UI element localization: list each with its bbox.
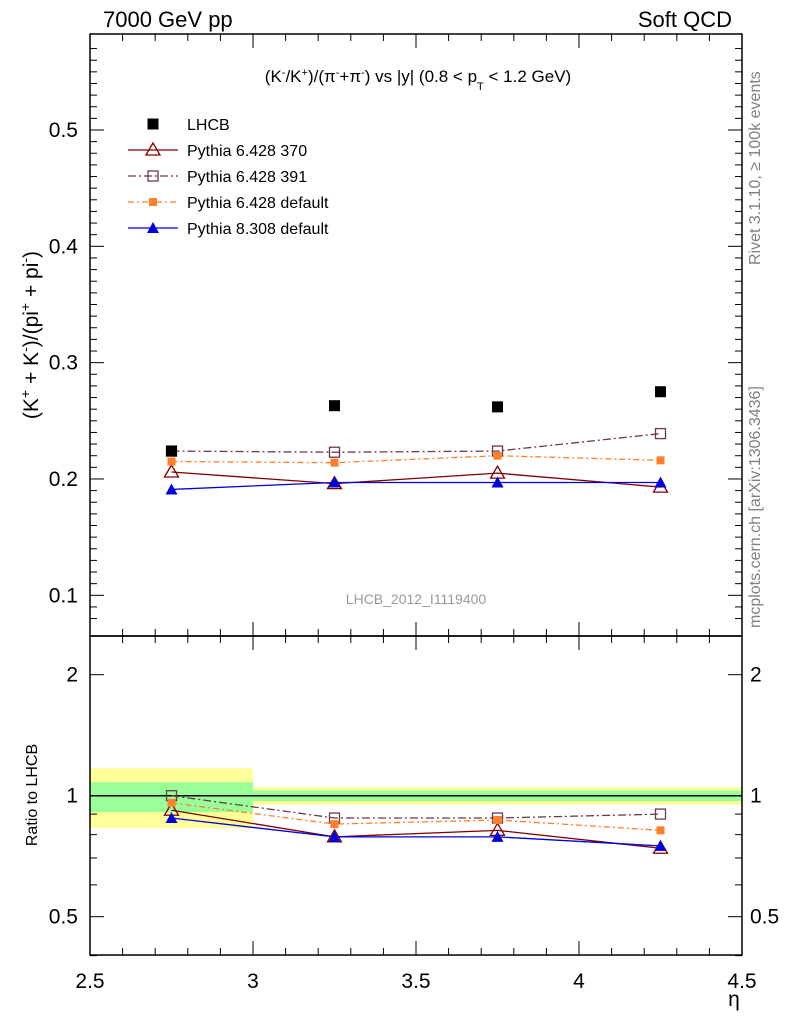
pythia-6-428-391-line xyxy=(171,432,661,453)
pythia-6-428-default-point xyxy=(167,798,176,807)
pythia-8-308-default-point xyxy=(491,830,504,842)
pythia-8-308-default-point xyxy=(165,483,178,495)
legend-label-pythia-6-428-default: Pythia 6.428 default xyxy=(187,195,329,212)
pythia-8-308-default-line xyxy=(171,481,661,491)
pythia-6-428-default-line xyxy=(171,455,661,464)
pythia-8-308-default-line xyxy=(171,817,661,847)
legend-label-pythia-6-428-370: Pythia 6.428 370 xyxy=(187,143,307,160)
x-tick-label: 4.5 xyxy=(727,970,756,993)
pythia-6-428-default-point xyxy=(330,458,339,467)
pythia-8-308-default-point xyxy=(328,830,341,842)
pythia-6-428-default-line xyxy=(171,802,661,831)
ratio-y-tick-label: 2 xyxy=(66,664,78,687)
pythia-8-308-default-point xyxy=(328,476,341,488)
pythia-6-428-default-point xyxy=(493,451,502,460)
x-tick-label: 2.5 xyxy=(75,970,104,993)
lhcb-point xyxy=(166,445,177,457)
main-y-tick-label: 0.4 xyxy=(49,235,79,258)
ratio-y-tick-label-right: 1 xyxy=(750,785,762,808)
analysis-label: LHCB_2012_I1119400 xyxy=(346,591,487,607)
legend-marker-pythia-6-428-default xyxy=(149,198,157,206)
pythia-8-308-default-point xyxy=(491,476,504,488)
main-y-tick-label: 0.2 xyxy=(49,468,78,491)
ratio-y-tick-label: 0.5 xyxy=(49,906,78,929)
ratio-y-tick-label-right: 2 xyxy=(750,664,762,687)
rivet-version-label: Rivet 3.1.10, ≥ 100k events xyxy=(747,71,764,265)
pythia-6-428-default-point xyxy=(656,456,665,465)
pythia-6-428-default-point xyxy=(656,826,665,835)
lhcb-point xyxy=(655,386,666,398)
pythia-6-428-370-point xyxy=(489,464,506,479)
x-tick-label: 3 xyxy=(247,970,259,993)
x-tick-label: 4 xyxy=(573,970,585,993)
ratio-plot: 2.5 3 3.5 4 4.5 0.5 0.5 1 1 2 2 Ratio to LHCB η xyxy=(24,635,779,1011)
ratio-y-axis-label: Ratio to LHCB xyxy=(24,744,41,846)
main-y-axis-label: (K+ + K-)/(pi+ + pi-) xyxy=(17,251,43,419)
process-label: Soft QCD xyxy=(637,7,732,32)
lhcb-point xyxy=(329,400,340,412)
legend-marker-pythia-6-428-391 xyxy=(147,170,159,182)
main-y-tick-label: 0.3 xyxy=(49,352,78,375)
energy-label: 7000 GeV pp xyxy=(103,7,233,32)
pythia-8-308-default-point xyxy=(165,812,178,824)
pythia-6-428-default-point xyxy=(330,820,339,829)
pythia-6-428-391-point xyxy=(654,808,667,820)
pythia-8-308-default-point xyxy=(654,476,667,488)
pythia-6-428-370-line xyxy=(171,471,661,488)
legend-label-lhcb: LHCB xyxy=(187,117,230,134)
ratio-uncertainty-band-inner xyxy=(90,782,253,813)
main-y-tick-label: 0.1 xyxy=(49,584,78,607)
legend-label-pythia-6-428-391: Pythia 6.428 391 xyxy=(187,169,307,186)
pythia-6-428-default-point xyxy=(167,457,176,466)
x-axis-label: η xyxy=(728,988,740,1011)
legend-marker-lhcb xyxy=(147,118,159,130)
ratio-y-tick-label: 1 xyxy=(66,785,78,808)
lhcb-point xyxy=(492,401,503,413)
x-tick-label: 3.5 xyxy=(401,970,430,993)
main-y-tick-label: 0.5 xyxy=(49,119,78,142)
main-title: (K-/K+)/(π-+π-) vs |y| (0.8 < pT < 1.2 G… xyxy=(265,67,571,93)
ratio-y-tick-label-right: 0.5 xyxy=(750,906,779,929)
mcplots-label: mcplots.cern.ch [arXiv:1306.3436] xyxy=(747,386,764,628)
legend-marker-pythia-8-308-default xyxy=(147,222,159,233)
pythia-6-428-391-line xyxy=(171,795,661,819)
ratio-frame xyxy=(89,635,743,956)
legend: LHCB Pythia 6.428 370 Pythia 6.428 391 Pyth… xyxy=(128,117,329,238)
legend-label-pythia-8-308-default: Pythia 8.308 default xyxy=(187,221,329,238)
legend-marker-pythia-6-428-370 xyxy=(144,141,162,156)
pythia-6-428-370-line xyxy=(171,809,661,849)
pythia-6-428-default-point xyxy=(493,816,502,825)
pythia-6-428-391-point xyxy=(654,427,667,440)
pythia-6-428-391-point xyxy=(328,446,341,458)
pythia-6-428-370-point xyxy=(163,463,180,478)
pythia-8-308-default-point xyxy=(654,839,667,851)
main-plot: 0.1 0.2 0.3 0.4 0.5 (K-/K+)/(π-+π-) vs |y| (… xyxy=(17,33,743,637)
